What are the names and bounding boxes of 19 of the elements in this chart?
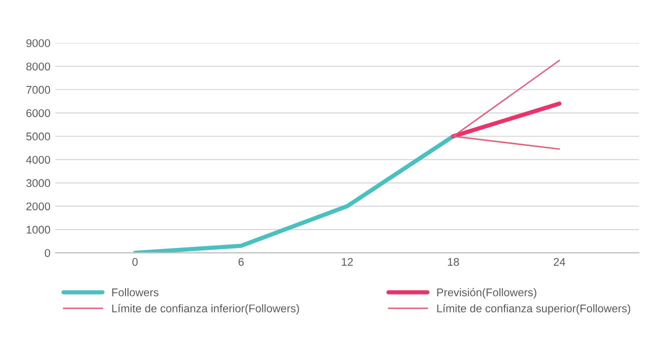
legend-label: Previsión(Followers) [437, 288, 536, 298]
y-tick-label: 5000 [26, 132, 50, 140]
y-tick-label: 3000 [26, 179, 50, 188]
x-tick-label: 24 [554, 258, 566, 266]
legend-label: Límite de confianza inferior(Followers) [112, 304, 299, 315]
y-tick-label: 6000 [26, 109, 50, 118]
y-tick-label: 4000 [26, 156, 50, 164]
y-tick-label: 8000 [26, 62, 50, 70]
y-tick-label: 7000 [26, 86, 50, 94]
x-tick-label: 12 [342, 258, 353, 266]
y-tick-label: 9000 [26, 39, 50, 48]
x-tick-label: 18 [448, 258, 459, 266]
y-tick-label: 1000 [26, 226, 50, 234]
legend-label: Followers [112, 288, 158, 296]
x-tick-label: 6 [238, 258, 244, 266]
legend-label: Límite de confianza superior(Followers) [437, 304, 630, 315]
y-tick-label: 0 [44, 249, 50, 257]
x-tick-label: 0 [132, 258, 138, 266]
y-tick-label: 2000 [26, 202, 50, 210]
